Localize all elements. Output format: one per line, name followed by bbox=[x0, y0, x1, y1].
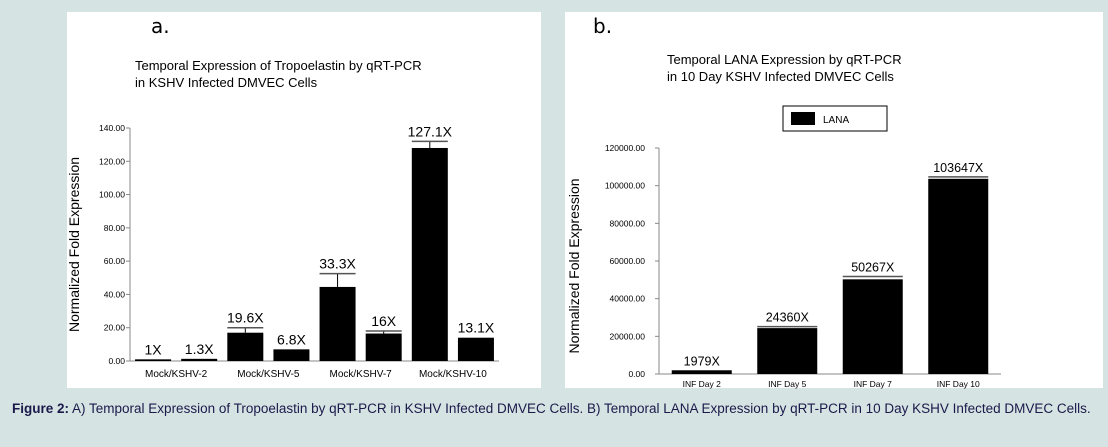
chart-a-bar bbox=[227, 332, 264, 361]
chart-a-data-label: 6.8X bbox=[277, 331, 306, 347]
chart-b-y-tick-label: 20000.00 bbox=[610, 331, 646, 341]
chart-a-y-tick-label: 100.00 bbox=[99, 190, 125, 200]
chart-a-bar bbox=[457, 337, 494, 361]
chart-b-y-tick-label: 0.00 bbox=[628, 369, 645, 379]
chart-b-y-tick-label: 120000.00 bbox=[605, 143, 645, 153]
chart-b-y-tick-label: 60000.00 bbox=[610, 256, 646, 266]
chart-a-bar bbox=[181, 358, 218, 361]
chart-b-data-label: 103647X bbox=[933, 161, 984, 175]
chart-b-legend: LANA bbox=[782, 105, 888, 132]
chart-a-data-label: 16X bbox=[371, 313, 397, 329]
chart-a-y-tick-label: 0.00 bbox=[108, 356, 125, 366]
chart-a-y-tick-label: 40.00 bbox=[104, 289, 126, 299]
chart-b-data-label: 1979X bbox=[684, 354, 721, 368]
panel-label-b: b. bbox=[593, 14, 612, 38]
chart-a-bar bbox=[319, 286, 356, 361]
chart-b-data-label: 50267X bbox=[851, 261, 895, 275]
chart-b-data-label: 24360X bbox=[766, 311, 810, 325]
chart-a-data-label: 127.1X bbox=[408, 123, 453, 139]
chart-b-bar bbox=[928, 178, 989, 374]
chart-b-y-tick-label: 80000.00 bbox=[610, 218, 646, 228]
chart-a-y-axis-label: Normalized Fold Expression bbox=[66, 157, 82, 332]
chart-b-x-tick-label: INF Day 10 bbox=[937, 379, 980, 389]
chart-b-title-line-1: in 10 Day KSHV Infected DMVEC Cells bbox=[667, 69, 894, 84]
chart-b-legend-box bbox=[782, 105, 888, 132]
chart-a-y-tick-label: 20.00 bbox=[104, 323, 126, 333]
chart-a-y-tick-label: 60.00 bbox=[104, 256, 126, 266]
chart-a-x-tick-label: Mock/KSHV-7 bbox=[330, 369, 393, 380]
chart-b-y-tick-label: 100000.00 bbox=[605, 181, 645, 191]
chart-b-svg: b. Temporal LANA Expression by qRT-PCR in … bbox=[566, 14, 1001, 389]
chart-a-y-tick-label: 120.00 bbox=[99, 156, 125, 166]
chart-a-data-label: 19.6X bbox=[227, 310, 264, 326]
chart-a-x-tick-label: Mock/KSHV-2 bbox=[145, 369, 208, 380]
chart-panel-a: a. Temporal Expression of Tropoelastin by… bbox=[66, 12, 541, 388]
chart-panel-b: b. Temporal LANA Expression by qRT-PCR in … bbox=[565, 12, 1103, 389]
chart-a-bar bbox=[273, 349, 310, 361]
chart-a-data-label: 1X bbox=[145, 341, 163, 357]
chart-b-bar bbox=[842, 279, 903, 374]
chart-b-y-tick-label: 40000.00 bbox=[610, 294, 646, 304]
chart-b-bar bbox=[671, 370, 732, 374]
chart-a-data-label: 1.3X bbox=[185, 341, 214, 357]
chart-b-bar bbox=[757, 328, 818, 374]
chart-a-svg: a. Temporal Expression of Tropoelastin by… bbox=[66, 14, 499, 380]
chart-a-data-label: 33.3X bbox=[319, 256, 356, 272]
chart-b-legend-swatch bbox=[791, 112, 815, 125]
chart-a-x-tick-label: Mock/KSHV-5 bbox=[237, 369, 300, 380]
chart-a-bar bbox=[411, 147, 448, 361]
chart-a-x-tick-label: Mock/KSHV-10 bbox=[419, 369, 487, 380]
figure-caption: Figure 2: A) Temporal Expression of Trop… bbox=[12, 400, 1102, 417]
chart-a-bar bbox=[365, 333, 402, 361]
chart-a-title-line-1: in KSHV Infected DMVEC Cells bbox=[135, 75, 318, 90]
chart-a-y-tick-label: 140.00 bbox=[99, 123, 125, 133]
chart-b-y-axis-label: Normalized Fold Expression bbox=[566, 178, 582, 353]
chart-b-x-tick-label: INF Day 5 bbox=[768, 379, 807, 389]
caption-text: A) Temporal Expression of Tropoelastin b… bbox=[69, 401, 1091, 416]
chart-b-legend-label: LANA bbox=[823, 115, 849, 126]
chart-b-x-tick-label: INF Day 2 bbox=[683, 379, 722, 389]
chart-a-data-label: 13.1X bbox=[458, 320, 495, 336]
chart-a-bar bbox=[135, 359, 172, 361]
chart-b-title-line-0: Temporal LANA Expression by qRT-PCR bbox=[667, 52, 902, 67]
caption-label: Figure 2: bbox=[12, 401, 70, 416]
chart-a-y-tick-label: 80.00 bbox=[104, 223, 126, 233]
chart-a-title-line-0: Temporal Expression of Tropoelastin by q… bbox=[135, 58, 422, 73]
panel-label-a: a. bbox=[151, 14, 170, 38]
chart-b-x-tick-label: INF Day 7 bbox=[854, 379, 893, 389]
